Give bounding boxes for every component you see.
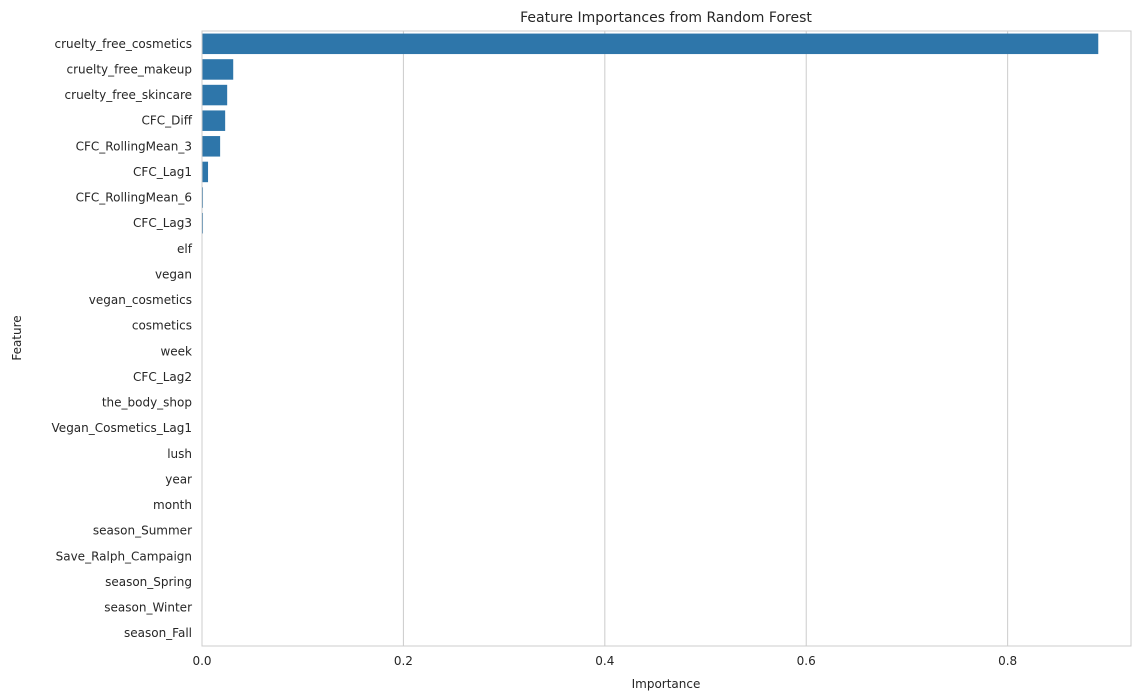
y-tick-label: CFC_Lag1 — [133, 165, 192, 179]
y-tick-label: season_Winter — [104, 601, 192, 615]
grid-lines — [201, 31, 1009, 646]
y-tick-label: cruelty_free_makeup — [67, 62, 193, 76]
y-tick-label: season_Summer — [93, 524, 192, 538]
y-tick-label: year — [165, 472, 192, 486]
bar-CFC_Lag1 — [202, 161, 209, 183]
x-tick-labels: 0.0 0.2 0.4 0.6 0.8 — [192, 654, 1017, 668]
y-tick-label: cruelty_free_skincare — [65, 88, 192, 102]
x-tick-label: 0.2 — [394, 654, 413, 668]
chart-title: Feature Importances from Random Forest — [520, 10, 812, 26]
y-tick-label: vegan — [155, 267, 192, 281]
y-tick-label: CFC_Diff — [141, 114, 192, 128]
bar-CFC_RollingMean_3 — [202, 136, 221, 157]
x-tick-label: 0.4 — [595, 654, 614, 668]
y-tick-label: the_body_shop — [102, 396, 192, 410]
y-tick-label: CFC_Lag3 — [133, 216, 192, 230]
y-axis-label: Feature — [10, 315, 24, 360]
y-tick-label: vegan_cosmetics — [89, 293, 192, 307]
y-tick-label: CFC_RollingMean_6 — [76, 191, 192, 205]
y-tick-label: week — [160, 344, 192, 358]
x-axis-label: Importance — [632, 677, 701, 691]
y-tick-label: cruelty_free_cosmetics — [55, 37, 192, 51]
x-tick-label: 0.8 — [998, 654, 1017, 668]
y-tick-label: CFC_RollingMean_3 — [76, 139, 192, 153]
y-tick-label: month — [153, 498, 192, 512]
x-tick-label: 0.6 — [797, 654, 816, 668]
plot-frame — [201, 30, 1132, 647]
y-tick-labels: cruelty_free_cosmetics cruelty_free_makeu… — [52, 37, 193, 640]
bar-CFC_RollingMean_6 — [202, 187, 204, 208]
y-tick-label: Save_Ralph_Campaign — [56, 549, 192, 563]
y-tick-label: lush — [167, 447, 192, 461]
bar-cruelty_free_makeup — [202, 59, 234, 80]
bar-CFC_Lag3 — [202, 212, 204, 234]
y-tick-label: season_Fall — [124, 626, 192, 640]
y-tick-label: cosmetics — [132, 319, 192, 333]
x-tick-label: 0.0 — [192, 654, 211, 668]
bar-CFC_Diff — [202, 110, 226, 131]
y-tick-label: Vegan_Cosmetics_Lag1 — [52, 421, 192, 435]
y-tick-label: season_Spring — [105, 575, 192, 589]
bars — [202, 33, 1099, 516]
y-tick-label: CFC_Lag2 — [133, 370, 192, 384]
bar-cruelty_free_cosmetics — [202, 33, 1099, 55]
bar-cruelty_free_skincare — [202, 84, 228, 106]
y-tick-label: elf — [177, 242, 193, 256]
